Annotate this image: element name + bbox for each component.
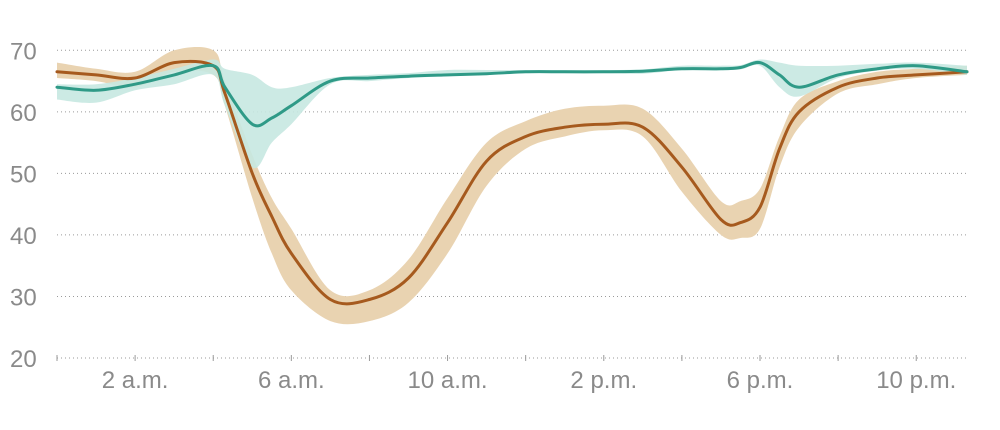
x-tick-label: 6 p.m.	[727, 367, 794, 394]
y-tick-label-50: 50	[10, 161, 37, 188]
x-tick-label: 2 p.m.	[570, 367, 637, 394]
x-tick-label: 10 p.m.	[876, 367, 956, 394]
line-layer	[55, 59, 969, 306]
axis-layer: 20 30 40 50 60 70 2 a.m. 6 a.m. 10 a.m. 2 p.m. 6 p…	[10, 38, 956, 394]
y-tick-label-60: 60	[10, 100, 37, 127]
x-tick-label: 2 a.m.	[102, 367, 169, 394]
x-tick-label: 6 a.m.	[258, 367, 325, 394]
y-tick-label-20: 20	[10, 346, 37, 373]
y-tick-label-70: 70	[10, 38, 37, 65]
series-1-range-band	[57, 47, 967, 325]
series-2-line	[55, 60, 969, 128]
band-layer	[57, 47, 967, 325]
y-tick-label-30: 30	[10, 284, 37, 311]
y-tick-label-40: 40	[10, 223, 37, 250]
x-tick-label: 10 a.m.	[408, 367, 488, 394]
